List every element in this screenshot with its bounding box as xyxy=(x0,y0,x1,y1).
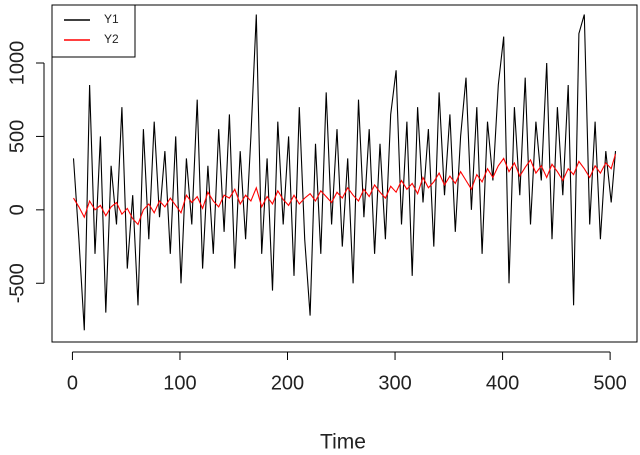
y-tick-label: -500 xyxy=(6,263,28,303)
legend-box xyxy=(51,4,136,58)
x-tick-label: 0 xyxy=(67,372,78,394)
x-tick-label: 100 xyxy=(163,372,196,394)
legend-label: Y2 xyxy=(104,32,119,46)
x-tick-label: 200 xyxy=(271,372,304,394)
x-tick-label: 300 xyxy=(378,372,411,394)
legend-label: Y1 xyxy=(104,12,119,26)
data-line xyxy=(73,153,617,226)
y-tick-label: 1000 xyxy=(6,41,28,86)
y-tick-label: 500 xyxy=(6,120,28,153)
data-line xyxy=(72,14,617,331)
x-tick-label: 400 xyxy=(486,372,519,394)
y-tick-label: 0 xyxy=(6,204,28,215)
x-axis-title: Time xyxy=(320,431,366,450)
x-tick-label: 500 xyxy=(593,372,626,394)
plot-box xyxy=(51,4,638,343)
